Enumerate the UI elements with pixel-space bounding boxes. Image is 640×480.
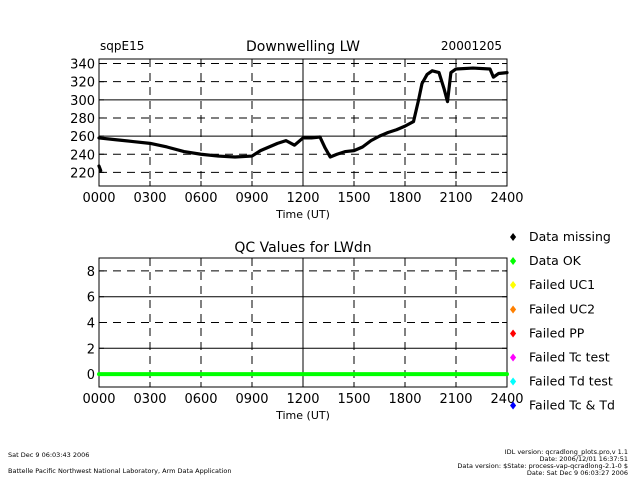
y-tick-label: 300: [70, 94, 95, 109]
legend-label: Failed Td test: [529, 374, 613, 389]
lw-chart: 0000 0300 0600 0900 1200 1500 1800 2100 2400 220 2…: [70, 58, 523, 221]
lab-credit: Battelle Pacific Northwest National Labo…: [8, 467, 232, 475]
x-tick-label: 0300: [133, 191, 166, 206]
x-tick-label: 1200: [286, 191, 319, 206]
legend-marker: ♦: [508, 400, 518, 413]
lw-series-line: [97, 66, 509, 159]
data-version: Data version: $State: process-vap-qcradl…: [457, 462, 628, 470]
y-tick-label: 8: [87, 265, 95, 280]
plot-title: Downwelling LW: [246, 39, 360, 55]
x-tick-label: 0300: [133, 392, 166, 407]
x-tick-label: 2100: [439, 191, 472, 206]
legend-label: Failed Tc test: [529, 350, 610, 365]
y-tick-label: 220: [70, 166, 95, 181]
x-axis-label: Time (UT): [275, 208, 330, 221]
legend-marker: ♦: [508, 303, 518, 316]
legend-marker: ♦: [508, 231, 518, 244]
x-tick-label: 0000: [82, 392, 115, 407]
x-tick-label: 1800: [388, 392, 421, 407]
y-tick-label: 240: [70, 148, 95, 163]
legend-label: Failed UC1: [529, 277, 595, 292]
y-tick-label: 6: [87, 291, 95, 306]
x-tick-label: 1200: [286, 392, 319, 407]
x-tick-label: 2400: [490, 191, 523, 206]
x-tick-label: 1800: [388, 191, 421, 206]
legend-marker: ♦: [508, 376, 518, 389]
x-tick-label: 2400: [490, 392, 523, 407]
x-tick-label: 0900: [235, 392, 268, 407]
x-tick-label: 0600: [184, 392, 217, 407]
qc-chart-title: QC Values for LWdn: [234, 240, 371, 256]
x-tick-label: 0600: [184, 191, 217, 206]
legend-marker: ♦: [508, 352, 518, 365]
site-label: sqpE15: [100, 39, 144, 53]
y-tick-label: 260: [70, 130, 95, 145]
legend-marker: ♦: [508, 279, 518, 292]
x-axis-label: Time (UT): [275, 409, 330, 422]
y-tick-label: 280: [70, 112, 95, 127]
y-tick-label: 320: [70, 76, 95, 91]
run-timestamp: Sat Dec 9 06:03:43 2006: [8, 451, 90, 459]
data-date: Date: Sat Dec 9 06:03:27 2006: [526, 469, 628, 477]
idl-version: IDL version: qcradlong_plots.pro,v 1.1: [504, 448, 628, 456]
y-tick-label: 2: [87, 342, 95, 357]
qc-legend: ♦ Data missing ♦ Data OK ♦ Failed UC1 ♦ Failed …: [508, 229, 615, 413]
legend-marker: ♦: [508, 327, 518, 340]
qc-chart: 0000 0300 0600 0900 1200 1500 1800 2100 2400 0 2 4 6…: [82, 240, 523, 422]
x-tick-label: 2100: [439, 392, 472, 407]
script-date: Date: 2006/12/01 16:37:51: [539, 455, 628, 463]
legend-marker: ♦: [508, 255, 518, 268]
x-tick-label: 0900: [235, 191, 268, 206]
legend-label: Failed Tc & Td: [529, 398, 615, 413]
x-tick-label: 0000: [82, 191, 115, 206]
x-tick-label: 1500: [337, 392, 370, 407]
y-tick-label: 0: [87, 368, 95, 383]
x-tick-label: 1500: [337, 191, 370, 206]
lw-series-line: [97, 164, 103, 173]
legend-label: Failed PP: [529, 325, 585, 340]
y-tick-label: 4: [87, 317, 95, 332]
date-label: 20001205: [441, 39, 502, 53]
legend-label: Failed UC2: [529, 301, 595, 316]
legend-label: Data missing: [529, 229, 611, 244]
legend-label: Data OK: [529, 253, 582, 268]
y-tick-label: 340: [70, 58, 95, 73]
